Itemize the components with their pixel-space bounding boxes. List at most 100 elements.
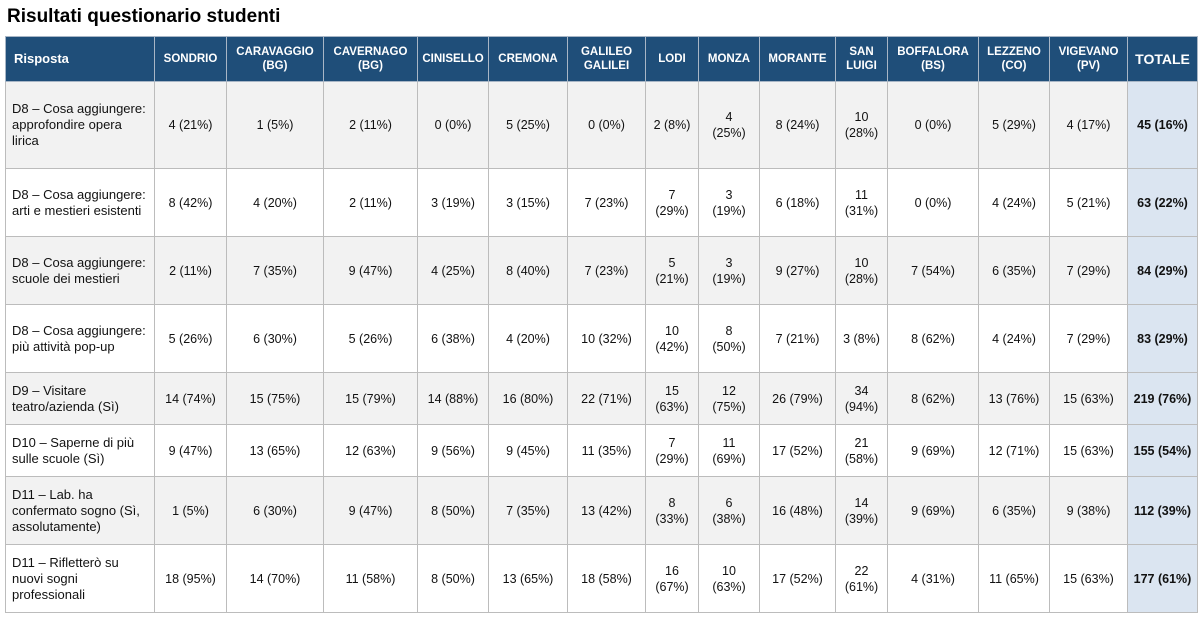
table-row: D11 – Lab. ha confermato sogno (Sì, asso… (5, 476, 1198, 545)
table-cell: 11 (65%) (978, 544, 1050, 613)
table-cell: 8 (62%) (887, 304, 979, 373)
table-cell: 16 (80%) (488, 372, 568, 425)
table-cell: 2 (11%) (154, 236, 227, 305)
table-row: D8 – Cosa aggiungere: più attività pop-u… (5, 304, 1198, 373)
row-label: D10 – Saperne di più sulle scuole (Sì) (5, 424, 155, 477)
table-cell: 9 (38%) (1049, 476, 1128, 545)
table-cell: 22 (61%) (835, 544, 888, 613)
table-cell: 4 (20%) (226, 168, 324, 237)
table-cell: 26 (79%) (759, 372, 836, 425)
table-cell: 6 (38%) (698, 476, 760, 545)
table-cell: 6 (35%) (978, 236, 1050, 305)
table-cell: 8 (62%) (887, 372, 979, 425)
table-cell: 3 (15%) (488, 168, 568, 237)
total-cell: 155 (54%) (1127, 424, 1198, 477)
table-cell: 2 (11%) (323, 81, 418, 169)
table-cell: 12 (63%) (323, 424, 418, 477)
table-cell: 3 (19%) (417, 168, 489, 237)
table-body: D8 – Cosa aggiungere: approfondire opera… (5, 81, 1198, 613)
table-cell: 15 (63%) (645, 372, 699, 425)
row-label: D8 – Cosa aggiungere: arti e mestieri es… (5, 168, 155, 237)
table-cell: 6 (30%) (226, 304, 324, 373)
table-cell: 11 (35%) (567, 424, 646, 477)
table-cell: 7 (23%) (567, 168, 646, 237)
row-label: D9 – Visitare teatro/azienda (Sì) (5, 372, 155, 425)
column-header-school: VIGEVANO (PV) (1049, 36, 1128, 82)
table-cell: 14 (74%) (154, 372, 227, 425)
table-cell: 17 (52%) (759, 424, 836, 477)
table-cell: 4 (24%) (978, 304, 1050, 373)
column-header-risposta: Risposta (5, 36, 155, 82)
table-cell: 13 (76%) (978, 372, 1050, 425)
table-header-row: Risposta SONDRIO CARAVAGGIO (BG) CAVERNA… (5, 36, 1198, 82)
table-cell: 7 (29%) (645, 424, 699, 477)
table-cell: 8 (40%) (488, 236, 568, 305)
total-cell: 84 (29%) (1127, 236, 1198, 305)
table-cell: 4 (17%) (1049, 81, 1128, 169)
table-cell: 0 (0%) (887, 168, 979, 237)
table-cell: 2 (8%) (645, 81, 699, 169)
total-cell: 45 (16%) (1127, 81, 1198, 169)
column-header-school: CINISELLO (417, 36, 489, 82)
table-row: D10 – Saperne di più sulle scuole (Sì) 9 … (5, 424, 1198, 477)
table-cell: 6 (38%) (417, 304, 489, 373)
table-cell: 13 (42%) (567, 476, 646, 545)
table-cell: 15 (63%) (1049, 544, 1128, 613)
results-table: Risposta SONDRIO CARAVAGGIO (BG) CAVERNA… (5, 36, 1198, 613)
table-cell: 2 (11%) (323, 168, 418, 237)
table-cell: 9 (47%) (323, 236, 418, 305)
table-cell: 15 (63%) (1049, 372, 1128, 425)
column-header-school: BOFFALORA (BS) (887, 36, 979, 82)
table-cell: 14 (70%) (226, 544, 324, 613)
table-cell: 6 (35%) (978, 476, 1050, 545)
total-cell: 112 (39%) (1127, 476, 1198, 545)
column-header-school: MORANTE (759, 36, 836, 82)
table-cell: 8 (33%) (645, 476, 699, 545)
table-cell: 9 (47%) (323, 476, 418, 545)
table-row: D8 – Cosa aggiungere: scuole dei mestier… (5, 236, 1198, 305)
table-cell: 4 (24%) (978, 168, 1050, 237)
table-cell: 5 (25%) (488, 81, 568, 169)
table-cell: 13 (65%) (226, 424, 324, 477)
row-label: D11 – Rifletterò su nuovi sogni professi… (5, 544, 155, 613)
table-cell: 11 (58%) (323, 544, 418, 613)
table-row: D11 – Rifletterò su nuovi sogni professi… (5, 544, 1198, 613)
table-cell: 7 (29%) (1049, 304, 1128, 373)
column-header-school: CREMONA (488, 36, 568, 82)
table-cell: 6 (18%) (759, 168, 836, 237)
table-cell: 4 (21%) (154, 81, 227, 169)
table-cell: 3 (19%) (698, 236, 760, 305)
column-header-school: LODI (645, 36, 699, 82)
table-cell: 1 (5%) (154, 476, 227, 545)
table-cell: 22 (71%) (567, 372, 646, 425)
row-label: D8 – Cosa aggiungere: più attività pop-u… (5, 304, 155, 373)
table-cell: 9 (56%) (417, 424, 489, 477)
table-cell: 9 (27%) (759, 236, 836, 305)
page-title: Risultati questionario studenti (7, 6, 281, 27)
table-cell: 5 (21%) (1049, 168, 1128, 237)
table-cell: 8 (24%) (759, 81, 836, 169)
column-header-school: MONZA (698, 36, 760, 82)
table-cell: 5 (29%) (978, 81, 1050, 169)
table-cell: 15 (79%) (323, 372, 418, 425)
column-header-school: GALILEO GALILEI (567, 36, 646, 82)
table-cell: 8 (42%) (154, 168, 227, 237)
table-cell: 9 (69%) (887, 424, 979, 477)
table-cell: 4 (25%) (417, 236, 489, 305)
table-cell: 3 (19%) (698, 168, 760, 237)
table-cell: 8 (50%) (698, 304, 760, 373)
table-cell: 17 (52%) (759, 544, 836, 613)
table-cell: 5 (21%) (645, 236, 699, 305)
table-cell: 7 (35%) (488, 476, 568, 545)
table-cell: 0 (0%) (567, 81, 646, 169)
column-header-school: CARAVAGGIO (BG) (226, 36, 324, 82)
table-cell: 8 (50%) (417, 476, 489, 545)
table-cell: 4 (25%) (698, 81, 760, 169)
table-cell: 15 (75%) (226, 372, 324, 425)
table-cell: 10 (28%) (835, 81, 888, 169)
table-cell: 14 (88%) (417, 372, 489, 425)
table-cell: 5 (26%) (323, 304, 418, 373)
table-cell: 5 (26%) (154, 304, 227, 373)
table-cell: 11 (31%) (835, 168, 888, 237)
column-header-school: SAN LUIGI (835, 36, 888, 82)
